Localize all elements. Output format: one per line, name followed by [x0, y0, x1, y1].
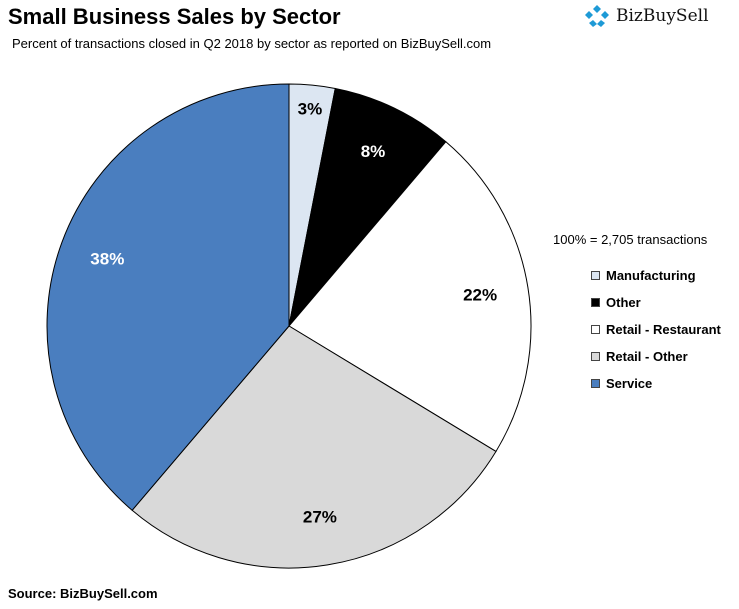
- pie-slice-other: [288, 87, 447, 328]
- brand-logo: BizBuySell: [584, 4, 709, 28]
- total-transactions-note: 100% = 2,705 transactions: [553, 232, 708, 247]
- pie-label-manufacturing: 3%: [298, 100, 323, 119]
- bizbuysell-logo-icon: [585, 5, 609, 27]
- legend-item-manufacturing: Manufacturing: [591, 262, 721, 289]
- legend-label: Manufacturing: [606, 268, 696, 283]
- legend-item-other: Other: [591, 289, 721, 316]
- legend-label: Service: [606, 376, 653, 391]
- pie-slice-service: [46, 83, 290, 511]
- chart-title: Small Business Sales by Sector: [8, 4, 341, 29]
- legend-swatch: [591, 379, 600, 388]
- legend-label: Retail - Other: [606, 349, 688, 364]
- pie-label-other: 8%: [361, 142, 386, 161]
- legend-swatch: [591, 271, 600, 280]
- legend-label: Retail - Restaurant: [606, 322, 721, 337]
- pie-slice-retail-other: [131, 325, 497, 569]
- legend-item-retail-restaurant: Retail - Restaurant: [591, 316, 721, 343]
- legend-swatch: [591, 298, 600, 307]
- legend-item-retail-other: Retail - Other: [591, 343, 721, 370]
- pie-label-service: 38%: [90, 250, 124, 269]
- source-note: Source: BizBuySell.com: [8, 586, 158, 601]
- pie-label-retail-restaurant: 22%: [463, 286, 497, 305]
- legend-swatch: [591, 352, 600, 361]
- pie-label-retail-other: 27%: [303, 508, 337, 527]
- legend-swatch: [591, 325, 600, 334]
- chart-legend: Manufacturing Other Retail - Restaurant …: [591, 262, 721, 397]
- legend-label: Other: [606, 295, 641, 310]
- legend-item-service: Service: [591, 370, 721, 397]
- chart-subtitle: Percent of transactions closed in Q2 201…: [12, 36, 492, 51]
- pie-slice-retail-restaurant: [288, 141, 532, 453]
- brand-name: BizBuySell: [616, 6, 709, 26]
